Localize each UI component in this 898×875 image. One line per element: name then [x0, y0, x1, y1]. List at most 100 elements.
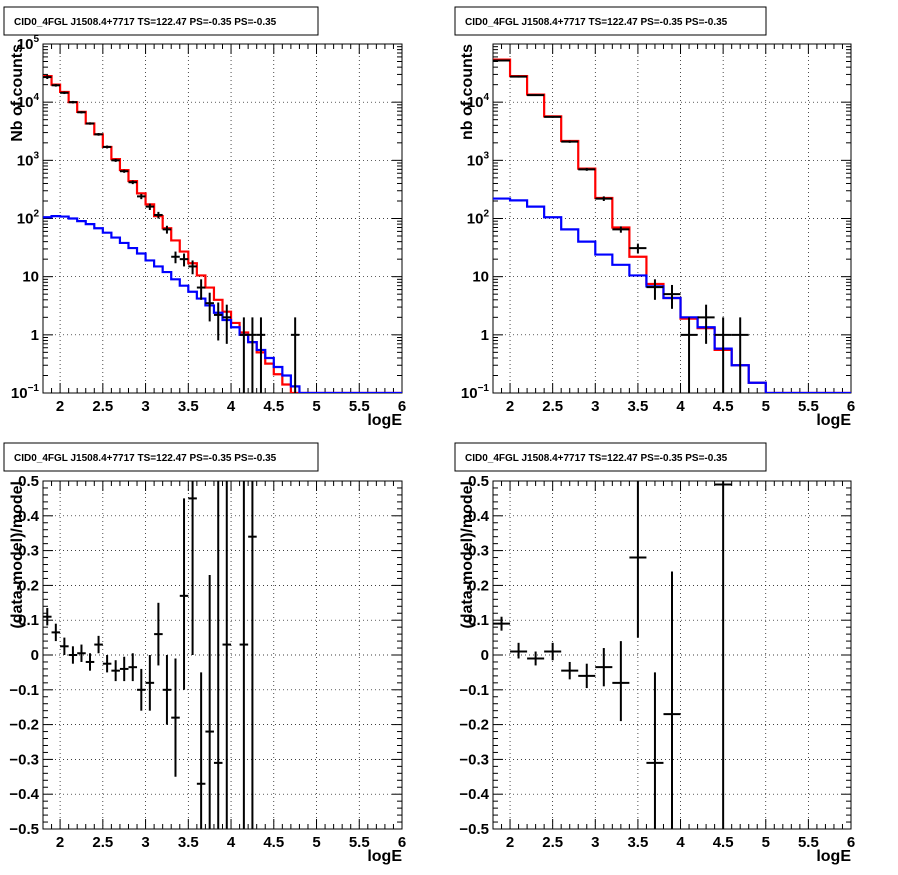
y-tick-label: 0.2	[468, 577, 489, 594]
x-axis-label: logE	[367, 412, 402, 429]
data-point	[43, 608, 52, 626]
data-point	[578, 663, 596, 689]
x-tick-label: 5	[762, 834, 770, 851]
x-tick-label: 4.5	[263, 398, 284, 415]
data-point	[527, 651, 545, 666]
y-tick-label: 105	[17, 34, 40, 53]
x-axis-label: logE	[816, 412, 851, 429]
chart-title-box	[454, 442, 767, 472]
data-point	[94, 133, 103, 136]
y-tick-label: 1	[31, 327, 39, 344]
data-points	[493, 59, 749, 393]
x-axis: 2 2.5 3 3.5 4 4.5 5 5.5 6	[42, 44, 406, 415]
data-point	[128, 653, 138, 682]
data-point	[663, 571, 681, 829]
data-point	[171, 251, 180, 264]
data-point	[102, 145, 112, 149]
x-tick-label: 5.5	[798, 398, 819, 415]
x-tick-label: 3	[141, 834, 149, 851]
data-point	[145, 203, 155, 211]
y-axis: 10−1 1 10 102 103 104 105	[11, 34, 402, 402]
data-point	[714, 317, 732, 393]
chart-panel-1: CID0_4FGL J1508.4+7717 TS=122.47 PS=-0.3…	[3, 6, 406, 429]
data-point	[137, 193, 146, 200]
y-tick-label: 0	[31, 647, 39, 664]
data-point	[714, 481, 732, 829]
data-point	[77, 111, 86, 114]
x-tick-label: 3	[591, 398, 599, 415]
data-point	[162, 655, 172, 725]
data-point	[239, 317, 249, 393]
data-point	[612, 226, 630, 233]
data-point	[119, 169, 129, 173]
x-axis: 2 2.5 3 3.5 4 4.5 5 5.5 6	[492, 44, 855, 415]
x-tick-label: 2	[506, 398, 514, 415]
x-tick-label: 2.5	[542, 398, 563, 415]
data-point	[510, 75, 528, 78]
data-point	[51, 623, 61, 642]
data-point	[629, 481, 647, 638]
grid	[43, 480, 403, 830]
data-point	[119, 656, 129, 682]
x-axis-label: logE	[367, 848, 402, 865]
data-point	[196, 672, 206, 829]
data-point	[578, 167, 596, 171]
y-tick-label: 10−1	[461, 383, 490, 402]
data-point	[544, 642, 562, 661]
y-tick-label: −0.1	[459, 682, 489, 699]
y-tick-label: −0.4	[9, 786, 39, 803]
y-tick-label: 0.4	[468, 508, 490, 525]
data-point	[196, 279, 206, 300]
data-point	[697, 304, 715, 344]
data-point	[102, 655, 112, 673]
data-point	[171, 658, 180, 777]
x-tick-label: 3.5	[178, 834, 199, 851]
data-point	[731, 317, 749, 393]
x-tick-label: 4.5	[263, 834, 284, 851]
x-tick-label: 4.5	[713, 834, 734, 851]
model-histogram-2	[43, 214, 402, 393]
data-point	[646, 672, 664, 829]
data-point	[290, 317, 300, 393]
x-tick-label: 4.5	[713, 398, 734, 415]
data-point	[248, 317, 257, 393]
data-point	[205, 574, 214, 829]
data-points	[43, 75, 300, 393]
y-tick-label: 10	[472, 269, 489, 286]
data-point	[629, 243, 647, 254]
y-axis-label: Nb of counts	[9, 44, 26, 142]
chart-panel-3: CID0_4FGL J1508.4+7717 TS=122.47 PS=-0.3…	[3, 442, 406, 865]
x-tick-label: 5.5	[798, 834, 819, 851]
y-axis: 10−1 1 10 102 103 104	[461, 46, 851, 402]
data-point	[213, 481, 223, 829]
data-point	[222, 304, 232, 344]
data-point	[205, 292, 214, 322]
y-tick-label: −0.2	[459, 717, 489, 734]
y-tick-label: 0	[481, 647, 489, 664]
data-point	[85, 653, 95, 671]
data-point	[561, 140, 579, 143]
x-tick-label: 4	[676, 398, 685, 415]
data-point	[111, 158, 120, 162]
data-point	[154, 211, 163, 219]
data-point	[510, 642, 528, 659]
chart-title-box	[3, 6, 319, 36]
data-point	[154, 602, 163, 666]
chart-title-box	[454, 6, 767, 36]
data-point	[663, 284, 681, 309]
y-tick-label: −0.3	[9, 751, 39, 768]
grid	[43, 43, 403, 394]
y-tick-label: −0.5	[9, 821, 39, 838]
x-tick-label: 3	[141, 398, 149, 415]
x-tick-label: 5	[312, 398, 320, 415]
x-tick-label: 2	[56, 398, 64, 415]
y-tick-label: 102	[17, 209, 40, 228]
x-tick-label: 2	[506, 834, 514, 851]
data-points	[493, 481, 732, 829]
x-axis: 2 2.5 3 3.5 4 4.5 5 5.5 6	[42, 481, 406, 851]
y-tick-label: −0.2	[9, 717, 39, 734]
y-axis-label: (data-model)/model	[9, 481, 26, 629]
data-point	[213, 302, 223, 341]
x-tick-label: 4	[227, 834, 236, 851]
